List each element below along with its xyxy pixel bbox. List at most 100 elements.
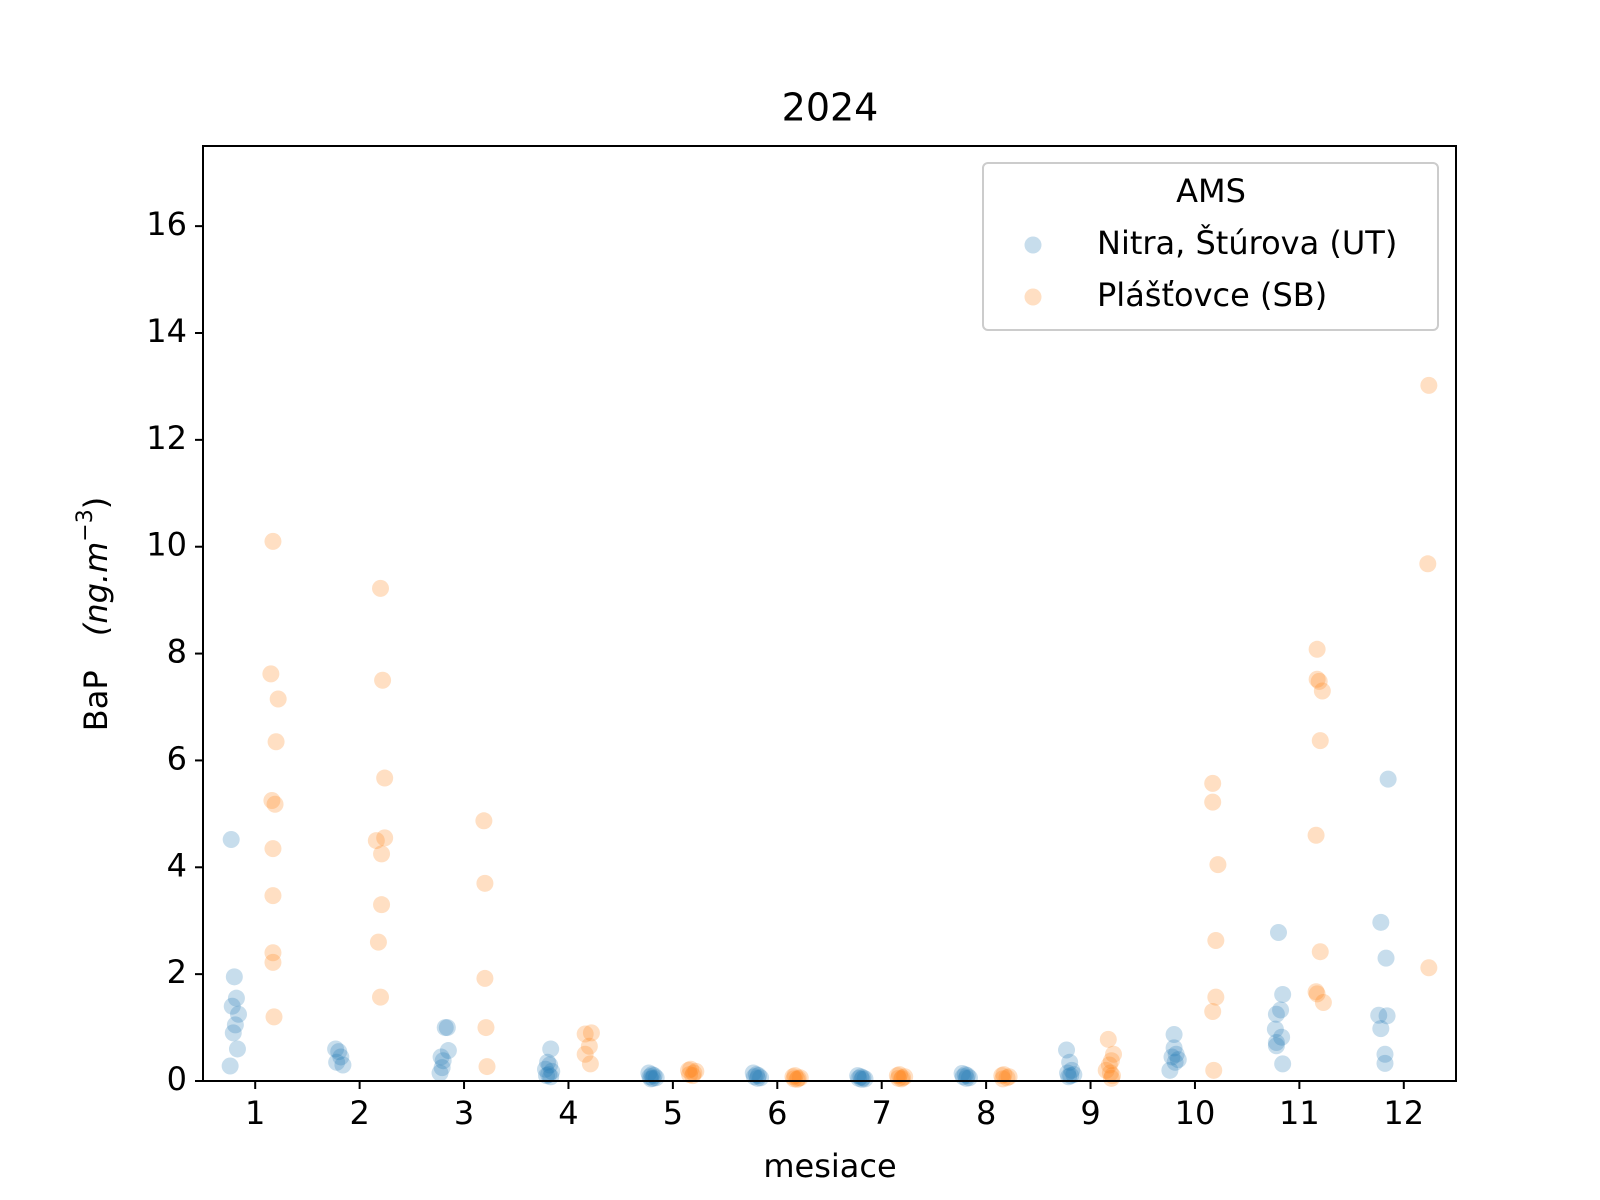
point [853,1070,871,1088]
point [786,1067,804,1085]
x-tick-label: 9 [1080,1094,1100,1132]
point [680,1061,698,1079]
x-tick-label: 12 [1383,1094,1424,1132]
point [1314,993,1332,1011]
point [1065,1066,1083,1084]
point [1097,1061,1115,1079]
point [1207,988,1225,1006]
point [744,1064,762,1082]
point [1420,376,1438,394]
point [642,1070,660,1088]
point [542,1040,560,1058]
point [1099,1030,1117,1048]
point [1267,1037,1285,1055]
y-tick-label: 12 [146,419,187,457]
point [477,1019,495,1037]
point [1274,1055,1292,1073]
point [1308,670,1326,688]
point [644,1069,662,1087]
point [372,579,390,597]
point [1370,1006,1388,1024]
point [263,792,281,809]
point [684,1067,702,1085]
point [536,1060,554,1078]
point [1307,826,1325,844]
point [582,1024,600,1042]
x-tick-label: 6 [767,1094,787,1132]
point [1169,1051,1187,1069]
point [640,1064,658,1082]
point [436,1019,454,1037]
point [889,1069,907,1087]
y-label-exponent: −3 [73,509,98,541]
y-tick-label: 16 [146,205,187,243]
point [1209,856,1227,874]
legend-label: Plášťovce (SB) [1097,276,1327,314]
point [541,1056,559,1074]
point [993,1067,1011,1085]
point [227,989,245,1007]
point [854,1069,872,1087]
point [1204,1003,1222,1021]
point [1060,1068,1078,1086]
point [643,1066,661,1084]
point [433,1059,451,1077]
point [376,829,394,847]
point [1207,931,1225,949]
legend-marker [1024,236,1042,254]
point [1059,1064,1077,1082]
point [372,988,390,1006]
point [228,1040,246,1058]
point [369,933,387,951]
point [264,953,282,971]
point [1274,985,1292,1003]
point [264,887,282,905]
point [1376,1045,1394,1063]
point [1376,1054,1394,1072]
x-tick-label: 5 [663,1094,683,1132]
x-tick-label: 1 [245,1094,265,1132]
point [265,1008,283,1026]
point [264,532,282,550]
point [1311,732,1329,750]
x-tick-label: 8 [976,1094,996,1132]
y-tick-label: 2 [167,953,187,991]
x-tick-label: 7 [872,1094,892,1132]
x-tick-label: 2 [349,1094,369,1132]
point [647,1069,665,1087]
point [376,769,394,787]
point [1101,1064,1119,1082]
y-tick-label: 0 [167,1060,187,1098]
legend-label: Nitra, Štúrova (UT) [1097,223,1397,262]
point [1311,943,1329,961]
point [226,1016,244,1034]
point [1165,1026,1183,1044]
point [1105,1045,1123,1063]
point [1167,1045,1185,1063]
point [1165,1039,1183,1057]
point [327,1040,345,1058]
legend-title: AMS [1176,172,1246,210]
point [1163,1048,1181,1066]
point [367,832,385,850]
point [791,1069,809,1087]
point [431,1064,449,1082]
point [1061,1053,1079,1071]
x-tick-label: 11 [1279,1094,1320,1132]
point [1272,1001,1290,1019]
point [998,1069,1016,1087]
series-points [262,376,1438,1088]
point [434,1052,452,1070]
point [1308,985,1326,1003]
point [374,671,392,689]
point [1267,1005,1285,1023]
point [1308,640,1326,658]
point [747,1066,765,1084]
point [540,1066,558,1084]
legend-marker [1024,288,1042,306]
point [953,1065,971,1083]
point [1205,1061,1223,1079]
point [894,1069,912,1087]
point [994,1070,1012,1088]
point [850,1069,868,1087]
